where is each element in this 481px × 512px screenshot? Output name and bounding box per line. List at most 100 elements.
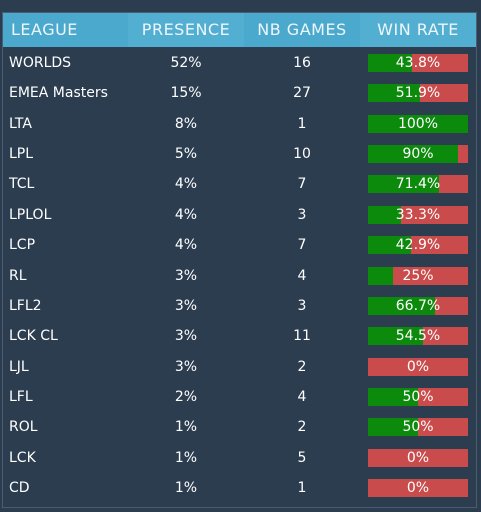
win-rate-fill xyxy=(368,236,411,255)
win-rate-label: 100% xyxy=(397,115,439,132)
column-header: LEAGUE xyxy=(3,13,128,47)
table-row: CD 1% 1 0% xyxy=(3,473,476,503)
games: 11 xyxy=(293,328,311,345)
win-rate-fill xyxy=(368,205,402,224)
table: LEAGUE PRESENCE NB GAMES WIN RATE WORLDS 5 2% 1… xyxy=(2,12,477,508)
column-header: PRESENCE xyxy=(128,13,244,47)
presence: 4% xyxy=(174,176,198,193)
win-rate-label: 54.5% xyxy=(395,328,441,345)
win-rate-label: 0% xyxy=(406,480,430,497)
presence: 1% xyxy=(174,419,198,436)
win-rate-label: 43.8% xyxy=(395,55,441,71)
league: RL xyxy=(9,267,27,284)
league: LCP xyxy=(9,237,36,254)
league: LFL2 xyxy=(9,297,42,314)
games: 1 xyxy=(297,480,307,497)
column-header: WIN RATE xyxy=(360,13,476,47)
table-row: LTA 8% 1 100% xyxy=(3,109,476,139)
league: LCK xyxy=(9,449,36,466)
win-rate-bar: 100% xyxy=(368,114,468,133)
presence: 4% xyxy=(174,237,198,254)
win-rate-bar: 0% xyxy=(368,448,468,467)
table-row: TCL 4% 7 71.4% xyxy=(3,169,476,199)
table-row: WORLDS 52% 16 43.8% xyxy=(3,48,476,78)
games: 10 xyxy=(293,146,311,163)
games: 1 xyxy=(297,115,307,132)
games: 5 xyxy=(297,449,307,466)
win-rate-fill xyxy=(368,266,393,285)
win-rate-label: 71.4% xyxy=(395,176,441,193)
win-rate-bar: 0% xyxy=(368,479,468,498)
league: LPLOL xyxy=(9,206,52,223)
league: LFL xyxy=(9,388,33,405)
games: 7 xyxy=(297,176,307,193)
column-header: NB GAMES xyxy=(244,13,360,47)
win-rate-bar: 54.5% xyxy=(368,327,468,346)
games: 2 xyxy=(297,358,307,375)
table-row: EMEA Masters 15% 27 51.9% xyxy=(3,78,476,108)
games: 3 xyxy=(297,297,307,314)
games: 3 xyxy=(297,206,307,223)
win-rate-label: 50% xyxy=(402,419,434,436)
win-rate-bar: 50% xyxy=(368,418,468,437)
table-row: LPLOL 4% 3 33.3% xyxy=(3,200,476,230)
table-row: LCK CL 3% 11 54.5% xyxy=(3,321,476,351)
win-rate-bar: 51.9% xyxy=(368,84,468,103)
win-rate-fill xyxy=(368,387,418,406)
win-rate-bar: 42.9% xyxy=(368,236,468,255)
win-rate-label: 50% xyxy=(402,388,434,405)
league: LJL xyxy=(9,358,29,375)
win-rate-label: 25% xyxy=(402,267,434,284)
win-rate-bar: 66.7% xyxy=(368,296,468,315)
presence: 1% xyxy=(174,449,198,466)
table-row: LCK 1% 5 0% xyxy=(3,443,476,473)
win-rate-fill xyxy=(368,145,458,164)
win-rate-bar: 43.8% xyxy=(368,54,468,72)
league: CD xyxy=(9,480,30,497)
win-rate-label: 66.7% xyxy=(395,297,441,314)
win-rate-bar: 33.3% xyxy=(368,205,468,224)
win-rate-label: 42.9% xyxy=(395,237,441,254)
games: 4 xyxy=(297,388,307,405)
presence: 8% xyxy=(174,115,198,132)
league: EMEA Masters xyxy=(9,85,108,102)
league: WORLDS xyxy=(9,55,72,71)
win-rate-fill xyxy=(368,114,468,133)
table-row: RL 3% 4 25% xyxy=(3,261,476,291)
presence: 1% xyxy=(174,480,198,497)
presence: 5% xyxy=(174,146,198,163)
league: LPL xyxy=(9,146,34,163)
league: LCK CL xyxy=(9,328,58,345)
table-row: LJL 3% 2 0% xyxy=(3,352,476,382)
games: 7 xyxy=(297,237,307,254)
win-rate-bar: 90% xyxy=(368,145,468,164)
win-rate-fill xyxy=(368,84,420,103)
presence: 3% xyxy=(174,267,198,284)
win-rate-fill xyxy=(368,418,418,437)
league: ROL xyxy=(9,419,38,436)
table-row: LCP 4% 7 42.9% xyxy=(3,230,476,260)
games: 16 xyxy=(293,55,311,71)
presence: 3% xyxy=(174,328,198,345)
win-rate-bar: 25% xyxy=(368,266,468,285)
table-row: LFL2 3% 3 66.7% xyxy=(3,291,476,321)
table-row: LPL 5% 10 90% xyxy=(3,139,476,169)
win-rate-fill xyxy=(368,296,435,315)
win-rate-bar: 71.4% xyxy=(368,175,468,194)
table-row: ROL 1% 2 50% xyxy=(3,412,476,442)
win-rate-label: 0% xyxy=(406,449,430,466)
league: LTA xyxy=(9,115,32,132)
win-rate-label: 0% xyxy=(406,358,430,375)
games: 4 xyxy=(297,267,307,284)
win-rate-fill xyxy=(368,54,412,72)
table-row: LFL 2% 4 50% xyxy=(3,382,476,412)
win-rate-label: 33.3% xyxy=(395,206,441,223)
presence: 15% xyxy=(170,85,202,102)
presence: 2% xyxy=(174,388,198,405)
presence: 3% xyxy=(174,358,198,375)
games: 27 xyxy=(293,85,311,102)
win-rate-bar: 0% xyxy=(368,357,468,376)
win-rate-fill xyxy=(368,327,423,346)
win-rate-label: 51.9% xyxy=(395,85,441,102)
